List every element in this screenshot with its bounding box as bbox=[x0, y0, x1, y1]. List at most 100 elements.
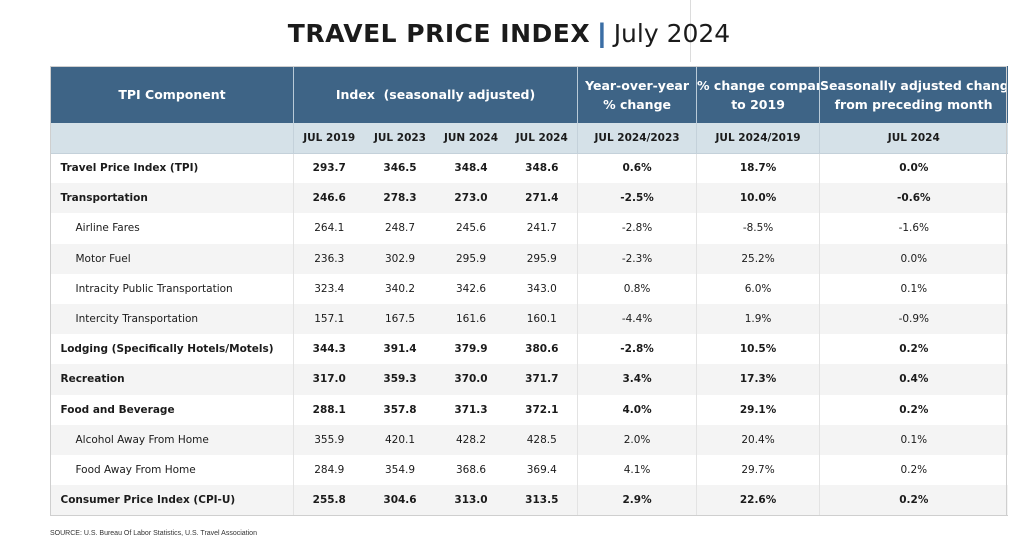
table-cell: 0.2% bbox=[819, 334, 1008, 365]
table-cell: 371.3 bbox=[435, 394, 507, 425]
table-cell: 0.4% bbox=[819, 364, 1008, 395]
table-cell: 271.4 bbox=[506, 183, 578, 214]
table-cell: 355.9 bbox=[293, 424, 365, 455]
table-row: Food Away From Home 284.9 354.9 368.6 369.4 4… bbox=[50, 454, 1008, 486]
table-row: Food and Beverage 288.1 357.8 371.3 372.1 4.0… bbox=[50, 394, 1008, 425]
tpi-table: TPI Component Index (seasonally adjusted… bbox=[50, 66, 1009, 516]
table-cell: 313.0 bbox=[435, 485, 507, 516]
table-subheader-row: JUL 2019 JUL 2023 JUN 2024 JUL 2024 JUL 2024… bbox=[50, 123, 1008, 154]
table-cell: 323.4 bbox=[293, 273, 365, 304]
table-cell: -0.9% bbox=[819, 303, 1008, 335]
table-cell: 343.0 bbox=[506, 273, 578, 304]
subheader-cell: JUN 2024 bbox=[435, 123, 507, 154]
title-date: July 2024 bbox=[613, 19, 731, 48]
row-label: Motor Fuel bbox=[50, 243, 294, 274]
table-cell: -8.5% bbox=[696, 213, 820, 244]
table-cell: 380.6 bbox=[506, 334, 578, 365]
subheader-cell: JUL 2024 bbox=[506, 123, 578, 154]
table-cell: 371.7 bbox=[506, 364, 578, 395]
table-cell: 4.1% bbox=[577, 454, 697, 486]
table-cell: 1.9% bbox=[696, 303, 820, 335]
table-cell: 354.9 bbox=[364, 454, 436, 486]
table-body: Travel Price Index (TPI) 293.7 346.5 348.4 3… bbox=[50, 153, 1008, 516]
table-row: Transportation 246.6 278.3 273.0 271.4 -2.5% 1… bbox=[50, 183, 1008, 214]
table-cell: 167.5 bbox=[364, 303, 436, 335]
table-cell: 264.1 bbox=[293, 213, 365, 244]
table-cell: 236.3 bbox=[293, 243, 365, 274]
table-cell: -2.8% bbox=[577, 334, 697, 365]
table-cell: -2.3% bbox=[577, 243, 697, 274]
row-label: Airline Fares bbox=[50, 213, 294, 244]
table-cell: 4.0% bbox=[577, 394, 697, 425]
table-cell: 10.0% bbox=[696, 183, 820, 214]
table-cell: 17.3% bbox=[696, 364, 820, 395]
table-cell: 344.3 bbox=[293, 334, 365, 365]
table-cell: 428.5 bbox=[506, 424, 578, 455]
table-cell: 278.3 bbox=[364, 183, 436, 214]
table-cell: -0.6% bbox=[819, 183, 1008, 214]
table-cell: 428.2 bbox=[435, 424, 507, 455]
row-label: Alcohol Away From Home bbox=[50, 424, 294, 455]
table-cell: 391.4 bbox=[364, 334, 436, 365]
table-cell: 302.9 bbox=[364, 243, 436, 274]
row-label: Intercity Transportation bbox=[50, 303, 294, 335]
table-cell: 342.6 bbox=[435, 273, 507, 304]
table-cell: 0.2% bbox=[819, 454, 1008, 486]
table-cell: 3.4% bbox=[577, 364, 697, 395]
row-label: Lodging (Specifically Hotels/Motels) bbox=[50, 334, 294, 365]
title-separator: | bbox=[598, 18, 606, 48]
header-vs-2019: % change comparedto 2019 bbox=[696, 66, 821, 123]
table-cell: 0.8% bbox=[577, 273, 697, 304]
table-cell: 295.9 bbox=[435, 243, 507, 274]
row-label: Food Away From Home bbox=[50, 454, 294, 486]
table-cell: 6.0% bbox=[696, 273, 820, 304]
table-cell: 348.4 bbox=[435, 153, 507, 184]
table-cell: 313.5 bbox=[506, 485, 578, 516]
table-cell: 160.1 bbox=[506, 303, 578, 335]
table-cell: 372.1 bbox=[506, 394, 578, 425]
table-row: Lodging (Specifically Hotels/Motels) 344.… bbox=[50, 334, 1008, 365]
table-row: Consumer Price Index (CPI-U) 255.8 304.6 31… bbox=[50, 485, 1008, 516]
table-cell: 2.0% bbox=[577, 424, 697, 455]
table-cell: 295.9 bbox=[506, 243, 578, 274]
table-cell: 245.6 bbox=[435, 213, 507, 244]
table-cell: 0.1% bbox=[819, 273, 1008, 304]
table-cell: 359.3 bbox=[364, 364, 436, 395]
title-main: TRAVEL PRICE INDEX bbox=[287, 19, 591, 48]
header-component: TPI Component bbox=[50, 66, 294, 123]
table-cell: 0.0% bbox=[819, 243, 1008, 274]
table-cell: 369.4 bbox=[506, 454, 578, 486]
subheader-cell: JUL 2023 bbox=[364, 123, 436, 154]
table-header-row: TPI Component Index (seasonally adjusted… bbox=[50, 66, 1009, 123]
table-cell: 246.6 bbox=[293, 183, 365, 214]
table-cell: 0.0% bbox=[819, 153, 1008, 184]
table-cell: 273.0 bbox=[435, 183, 507, 214]
table-cell: 293.7 bbox=[293, 153, 365, 184]
row-label: Intracity Public Transportation bbox=[50, 273, 294, 304]
table-cell: 0.2% bbox=[819, 394, 1008, 425]
table-cell: 348.6 bbox=[506, 153, 578, 184]
table-cell: 161.6 bbox=[435, 303, 507, 335]
row-label: Food and Beverage bbox=[50, 394, 294, 425]
table-cell: 0.2% bbox=[819, 485, 1008, 516]
table-cell: 248.7 bbox=[364, 213, 436, 244]
header-seasonal: Seasonally adjusted change from preceding… bbox=[819, 66, 1009, 123]
table-cell: -4.4% bbox=[577, 303, 697, 335]
source-note: SOURCE: U.S. Bureau Of Labor Statistics,… bbox=[50, 530, 257, 537]
table-row: Recreation 317.0 359.3 370.0 371.7 3.4% 17.3% 0… bbox=[50, 364, 1008, 395]
table-cell: 29.7% bbox=[696, 454, 820, 486]
table-cell: 157.1 bbox=[293, 303, 365, 335]
table-row: Alcohol Away From Home 355.9 420.1 428.2 428… bbox=[50, 424, 1008, 455]
table-cell: 0.1% bbox=[819, 424, 1008, 455]
header-index-group: Index (seasonally adjusted) bbox=[292, 66, 579, 123]
table-row: Motor Fuel 236.3 302.9 295.9 295.9 -2.3% 25.2%… bbox=[50, 243, 1008, 274]
decorative-divider bbox=[690, 0, 691, 62]
table-row: Airline Fares 264.1 248.7 245.6 241.7 -2.8% -8… bbox=[50, 213, 1008, 244]
subheader-cell: JUL 2024 bbox=[819, 123, 1008, 154]
table-cell: 288.1 bbox=[293, 394, 365, 425]
table-cell: 420.1 bbox=[364, 424, 436, 455]
subheader-cell: JUL 2024/2023 bbox=[577, 123, 697, 154]
table-row: Travel Price Index (TPI) 293.7 346.5 348.4 3… bbox=[50, 153, 1008, 184]
table-cell: 317.0 bbox=[293, 364, 365, 395]
table-row: Intracity Public Transportation 323.4 340.… bbox=[50, 273, 1008, 304]
